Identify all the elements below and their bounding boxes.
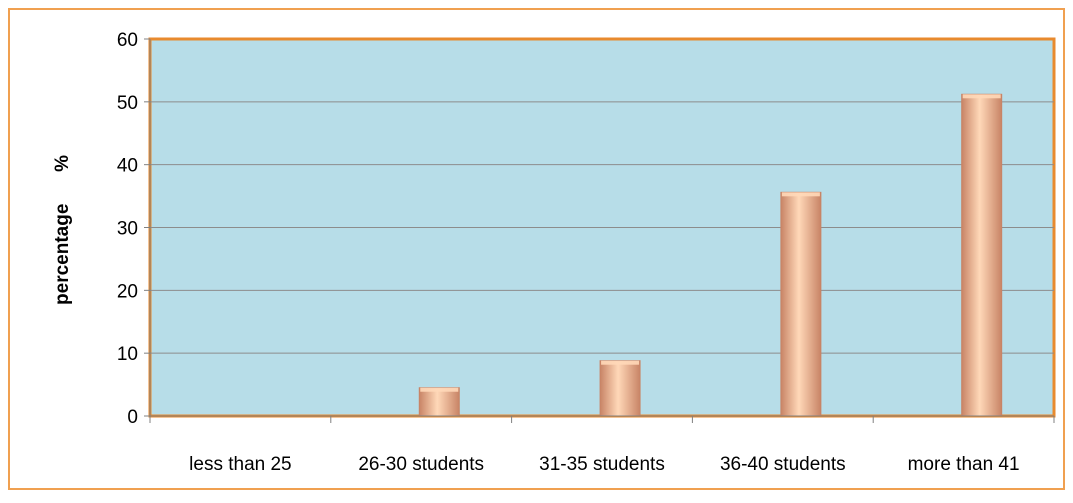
bar-body: [418, 387, 460, 417]
y-tick-labels: 0 10 20 30 40 50 60: [117, 30, 138, 428]
bar: [599, 360, 641, 417]
bar-cap: [601, 360, 640, 365]
gridlines: [150, 101, 1054, 354]
bar-body: [780, 191, 822, 417]
x-tick-label: 36-40 students: [720, 454, 846, 475]
y-tick-label: 30: [117, 219, 138, 240]
y-tick-label: 60: [117, 30, 138, 51]
bar-cap: [420, 387, 459, 392]
y-axis-label: percentage %: [52, 155, 73, 305]
bars: [418, 93, 1003, 417]
bar-cap: [781, 192, 820, 197]
y-tick-label: 0: [127, 407, 138, 428]
y-tick-label: 40: [117, 156, 138, 177]
x-tick-label: 26-30 students: [358, 454, 484, 475]
bar: [780, 191, 822, 417]
x-tick-labels: less than 25 26-30 students 31-35 students…: [189, 454, 1019, 475]
bar-body: [599, 360, 641, 417]
bar: [418, 387, 460, 417]
bar-cap: [962, 94, 1001, 99]
x-tick-label: less than 25: [189, 454, 291, 475]
axes: [144, 38, 1055, 423]
x-tick-label: more than 41: [908, 454, 1020, 475]
y-tick-label: 10: [117, 344, 138, 365]
y-tick-label: 20: [117, 281, 138, 302]
bar: [961, 93, 1003, 417]
y-tick-label: 50: [117, 93, 138, 114]
x-tick-label: 31-35 students: [539, 454, 665, 475]
bar-body: [961, 93, 1003, 417]
